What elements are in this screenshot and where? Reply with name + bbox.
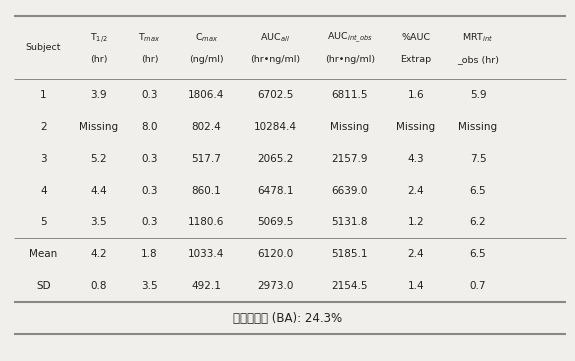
Text: 6639.0: 6639.0 <box>332 186 368 196</box>
Text: 4.4: 4.4 <box>90 186 107 196</box>
Text: T$_{1/2}$: T$_{1/2}$ <box>90 31 108 45</box>
Text: (hr•ng/ml): (hr•ng/ml) <box>250 55 300 64</box>
Text: 생체이용률 (BA): 24.3%: 생체이용률 (BA): 24.3% <box>233 312 342 325</box>
Text: 2154.5: 2154.5 <box>331 281 368 291</box>
Text: 6.5: 6.5 <box>470 186 486 196</box>
Text: 6.5: 6.5 <box>470 249 486 259</box>
Text: 4.3: 4.3 <box>408 154 424 164</box>
Text: 4.2: 4.2 <box>90 249 107 259</box>
Text: Missing: Missing <box>330 122 369 132</box>
Text: 1: 1 <box>40 90 47 100</box>
Text: 6478.1: 6478.1 <box>257 186 293 196</box>
Text: 3.5: 3.5 <box>90 217 107 227</box>
Text: 10284.4: 10284.4 <box>254 122 297 132</box>
Text: SD: SD <box>36 281 51 291</box>
Text: 6811.5: 6811.5 <box>331 90 368 100</box>
Text: 0.7: 0.7 <box>470 281 486 291</box>
Text: 4: 4 <box>40 186 47 196</box>
Text: 2065.2: 2065.2 <box>257 154 293 164</box>
Text: 492.1: 492.1 <box>191 281 221 291</box>
Text: 3.9: 3.9 <box>90 90 107 100</box>
Text: 8.0: 8.0 <box>141 122 158 132</box>
Text: 1180.6: 1180.6 <box>188 217 224 227</box>
Text: AUC$_{all}$: AUC$_{all}$ <box>260 31 290 44</box>
Text: 5.9: 5.9 <box>470 90 486 100</box>
Text: _obs (hr): _obs (hr) <box>457 55 499 64</box>
Text: 0.3: 0.3 <box>141 90 158 100</box>
Text: Subject: Subject <box>26 43 61 52</box>
Text: 802.4: 802.4 <box>191 122 221 132</box>
Text: Mean: Mean <box>29 249 58 259</box>
Text: (ng/ml): (ng/ml) <box>189 55 224 64</box>
Text: 3: 3 <box>40 154 47 164</box>
Text: T$_{max}$: T$_{max}$ <box>139 31 161 44</box>
Text: 517.7: 517.7 <box>191 154 221 164</box>
Text: 1806.4: 1806.4 <box>188 90 224 100</box>
Text: 2157.9: 2157.9 <box>331 154 368 164</box>
Text: 2.4: 2.4 <box>408 186 424 196</box>
Text: 5069.5: 5069.5 <box>257 217 293 227</box>
Text: 5131.8: 5131.8 <box>331 217 368 227</box>
Text: (hr•ng/ml): (hr•ng/ml) <box>325 55 375 64</box>
Text: 860.1: 860.1 <box>191 186 221 196</box>
Text: 1.8: 1.8 <box>141 249 158 259</box>
Text: (hr): (hr) <box>90 55 108 64</box>
Text: C$_{max}$: C$_{max}$ <box>194 31 218 44</box>
Text: 5: 5 <box>40 217 47 227</box>
Text: 6.2: 6.2 <box>470 217 486 227</box>
Text: %AUC: %AUC <box>401 33 431 42</box>
Text: 0.3: 0.3 <box>141 154 158 164</box>
Text: 5185.1: 5185.1 <box>331 249 368 259</box>
Text: (hr): (hr) <box>141 55 158 64</box>
Text: 3.5: 3.5 <box>141 281 158 291</box>
Text: 1.2: 1.2 <box>408 217 424 227</box>
Text: 2.4: 2.4 <box>408 249 424 259</box>
Text: AUC$_{int\_obs}$: AUC$_{int\_obs}$ <box>327 30 373 45</box>
Text: 2: 2 <box>40 122 47 132</box>
Text: 6702.5: 6702.5 <box>257 90 293 100</box>
Text: 1.4: 1.4 <box>408 281 424 291</box>
Text: Missing: Missing <box>458 122 497 132</box>
Text: Missing: Missing <box>396 122 435 132</box>
Text: Extrap: Extrap <box>400 55 431 64</box>
Text: 0.3: 0.3 <box>141 217 158 227</box>
Text: 5.2: 5.2 <box>90 154 107 164</box>
Text: MRT$_{int}$: MRT$_{int}$ <box>462 31 494 44</box>
Text: 7.5: 7.5 <box>470 154 486 164</box>
Text: 6120.0: 6120.0 <box>257 249 293 259</box>
Text: 0.3: 0.3 <box>141 186 158 196</box>
Text: 2973.0: 2973.0 <box>257 281 293 291</box>
Text: 0.8: 0.8 <box>90 281 107 291</box>
Text: Missing: Missing <box>79 122 118 132</box>
Text: 1.6: 1.6 <box>408 90 424 100</box>
Text: 1033.4: 1033.4 <box>188 249 224 259</box>
